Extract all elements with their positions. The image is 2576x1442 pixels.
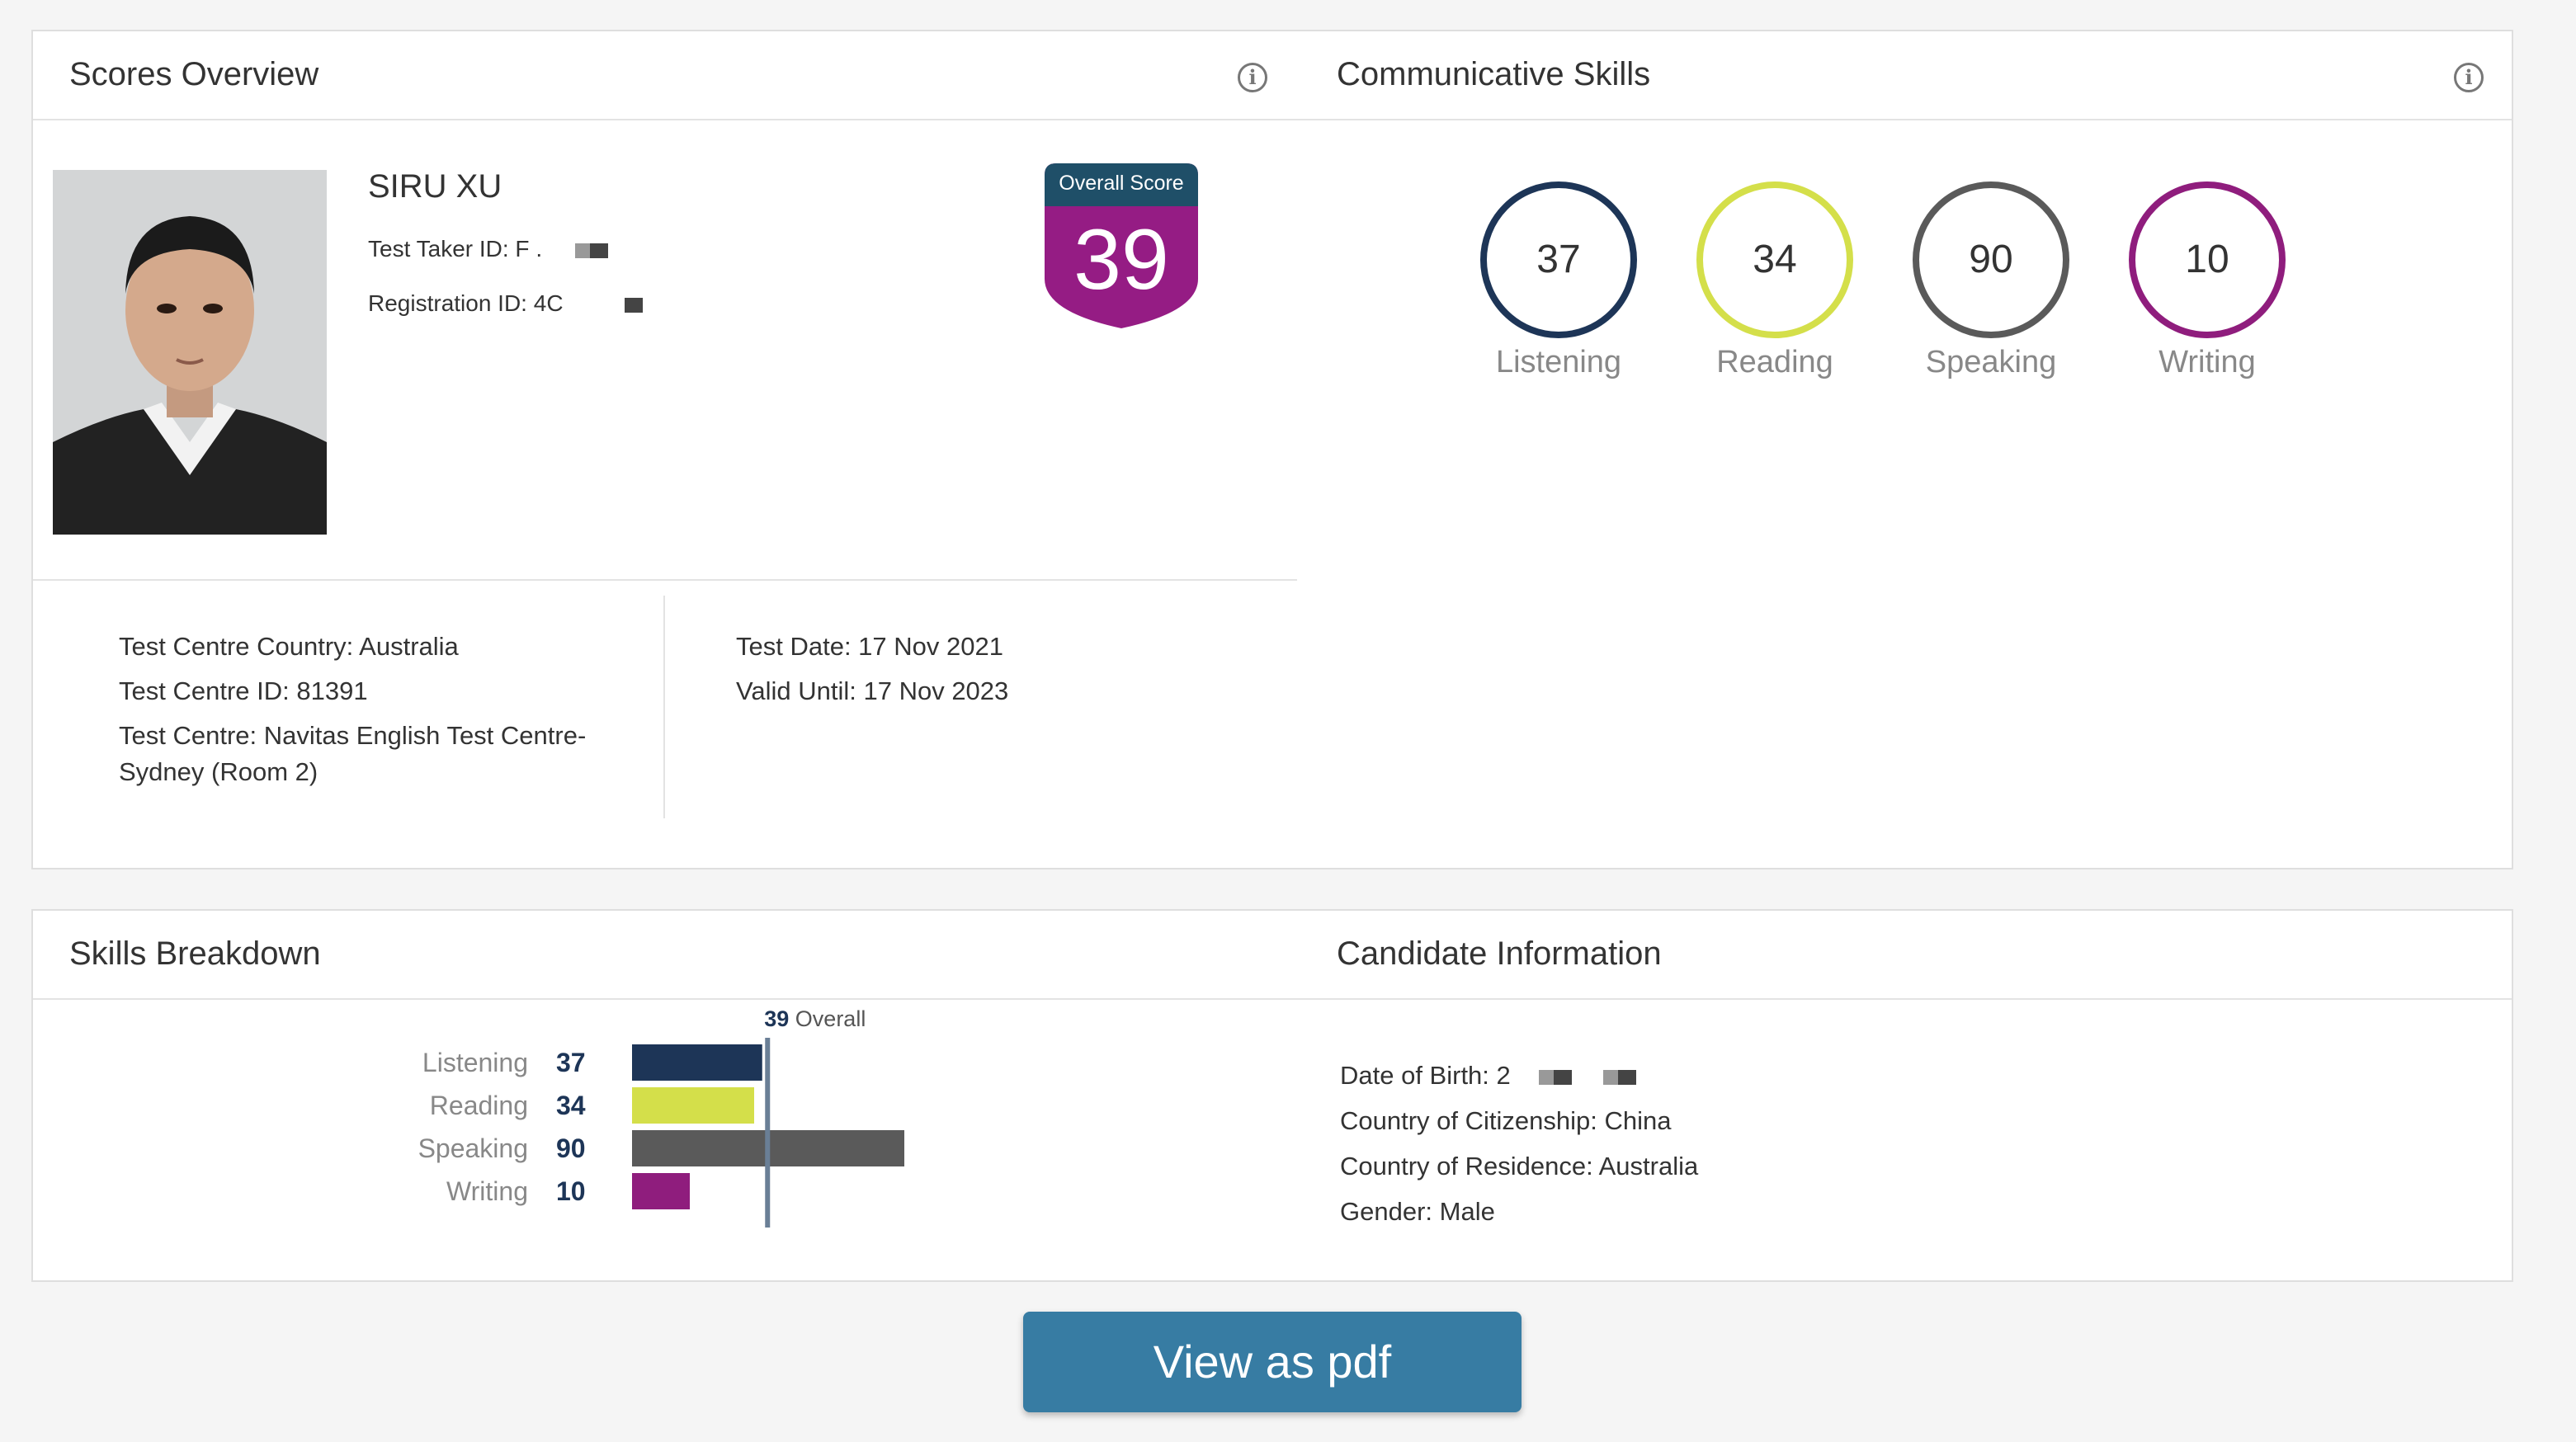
test-date: Test Date: 17 Nov 2021: [736, 632, 1003, 661]
redaction-mark: [1538, 1069, 1554, 1085]
overall-score-value: 39: [1073, 212, 1169, 308]
redaction-mark: [575, 243, 591, 258]
section-divider: [33, 579, 1297, 581]
skills-breakdown-panel: Skills Breakdown Listening 37 Reading 34 Spe…: [31, 909, 1305, 1282]
scores-overview-header: Scores Overview i: [33, 31, 1304, 120]
speaking-label: Speaking: [1925, 345, 2057, 379]
valid-until: Valid Until: 17 Nov 2023: [736, 676, 1009, 705]
redaction-mark: [1602, 1069, 1618, 1085]
bar-label-reading: Reading: [430, 1091, 528, 1120]
column-divider: [663, 596, 665, 818]
overall-reference-value: 39: [764, 1006, 795, 1031]
test-centre-name-cont: Sydney (Room 2): [119, 757, 318, 786]
bar-value-listening: 37: [556, 1048, 586, 1077]
speaking-score-circle: 90: [1913, 181, 2069, 338]
scores-overview-title: Scores Overview: [69, 56, 319, 92]
candidate-photo: [53, 170, 327, 535]
bar-listening: [632, 1044, 762, 1081]
bar-writing: [632, 1173, 690, 1209]
bar-value-reading: 34: [556, 1091, 586, 1120]
redaction-mark: [624, 297, 643, 313]
gender: Gender: Male: [1340, 1197, 1495, 1226]
candidate-information-header: Candidate Information: [1297, 911, 2512, 1000]
communicative-skills-title: Communicative Skills: [1337, 56, 1651, 92]
test-dates-info: Test Date: 17 Nov 2021 Valid Until: 17 N…: [736, 629, 1008, 709]
test-centre-id: Test Centre ID: 81391: [119, 676, 368, 705]
redaction-mark: [1553, 1069, 1572, 1085]
candidate-information-panel: Candidate Information Date of Birth: 2 C…: [1297, 909, 2513, 1282]
test-taker-id-text: Test Taker ID: F .: [368, 236, 543, 262]
overall-score-label: Overall Score: [1059, 172, 1184, 195]
bar-label-listening: Listening: [422, 1048, 528, 1077]
communicative-skills-panel: Communicative Skills i 37 Listening 34 R…: [1297, 30, 2513, 869]
bar-value-writing: 10: [556, 1176, 586, 1206]
registration-id-text: Registration ID: 4C: [368, 290, 564, 316]
overall-score-badge: Overall Score 39: [1045, 163, 1198, 330]
skills-breakdown-chart: Listening 37 Reading 34 Speaking 90 Writing 10 3…: [418, 1006, 904, 1228]
redaction-mark: [1617, 1069, 1636, 1085]
date-of-birth: Date of Birth: 2: [1340, 1053, 1698, 1098]
writing-label: Writing: [2158, 345, 2256, 379]
test-centre-country: Test Centre Country: Australia: [119, 632, 459, 661]
writing-score-circle: 10: [2129, 181, 2286, 338]
test-centre-info: Test Centre Country: Australia Test Cent…: [119, 629, 586, 790]
bar-value-speaking: 90: [556, 1133, 586, 1163]
listening-score-circle: 37: [1480, 181, 1637, 338]
test-taker-id: Test Taker ID: F .: [368, 236, 609, 262]
badge-shield-icon: [1045, 163, 1198, 328]
reading-label: Reading: [1716, 345, 1833, 379]
communicative-skills-header: Communicative Skills i: [1297, 31, 2512, 120]
candidate-information-title: Candidate Information: [1337, 935, 1662, 972]
bar-label-speaking: Speaking: [418, 1133, 528, 1163]
country-of-residence: Country of Residence: Australia: [1340, 1152, 1699, 1180]
registration-id: Registration ID: 4C: [368, 290, 643, 317]
candidate-details: Date of Birth: 2 Country of Citizenship:…: [1340, 1053, 1698, 1234]
scores-overview-panel: Scores Overview i SIRU XU Test Taker ID:…: [31, 30, 1305, 869]
bar-reading: [632, 1087, 754, 1124]
country-of-citizenship: Country of Citizenship: China: [1340, 1106, 1672, 1135]
view-as-pdf-button[interactable]: View as pdf: [1023, 1312, 1522, 1412]
bar-label-writing: Writing: [446, 1176, 528, 1206]
listening-label: Listening: [1495, 345, 1622, 379]
test-centre-name: Test Centre: Navitas English Test Centre…: [119, 721, 587, 750]
skills-breakdown-title: Skills Breakdown: [69, 935, 321, 972]
date-of-birth-text: Date of Birth: 2: [1340, 1061, 1511, 1090]
candidate-name: SIRU XU: [368, 168, 502, 205]
skills-breakdown-header: Skills Breakdown: [33, 911, 1304, 1000]
info-icon[interactable]: i: [2454, 63, 2484, 92]
overall-reference-line: [765, 1038, 771, 1228]
reading-score-circle: 34: [1696, 181, 1853, 338]
redaction-mark: [590, 243, 609, 258]
person-photo-icon: [53, 170, 327, 535]
overall-reference-label: 39 Overall: [764, 1006, 866, 1031]
info-icon[interactable]: i: [1238, 63, 1267, 92]
overall-reference-word: Overall: [795, 1006, 866, 1031]
